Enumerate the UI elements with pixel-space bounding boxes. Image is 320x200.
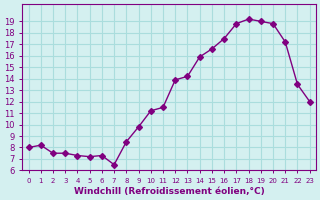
X-axis label: Windchill (Refroidissement éolien,°C): Windchill (Refroidissement éolien,°C) (74, 187, 265, 196)
